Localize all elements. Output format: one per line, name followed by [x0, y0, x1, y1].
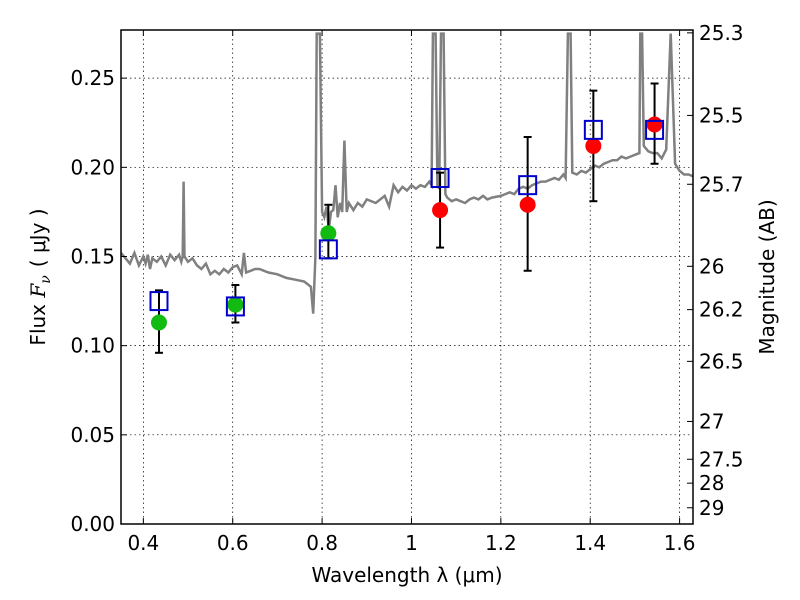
y-tick-label: 0.10: [70, 334, 115, 358]
model-photometry-square: [149, 291, 169, 312]
x-tick-label: 1.2: [485, 531, 517, 555]
nir-data-point: [519, 196, 536, 213]
y-axis-label-right: Magnitude (AB): [755, 199, 779, 354]
right-tick-label: 25.3: [699, 21, 744, 45]
y-tick-label: 0.00: [70, 512, 115, 536]
nir-data-point: [585, 137, 602, 154]
x-tick-label: 0.4: [127, 531, 159, 555]
right-tick-label: 26.2: [699, 298, 744, 322]
optical-data-point: [320, 225, 337, 242]
right-tick-label: 27.5: [699, 447, 744, 471]
y-axis-ticks: 0.00 0.05 0.10 0.15 0.20 0.25: [70, 66, 127, 536]
y-axis-label-units: ( μJy ): [26, 208, 50, 267]
observed-points: [150, 116, 663, 331]
optical-data-point: [150, 314, 167, 331]
x-tick-label: 0.8: [306, 531, 338, 555]
right-tick-label: 29: [699, 496, 724, 520]
model-photometry-square: [645, 119, 665, 140]
x-axis-label: Wavelength λ (μm): [311, 563, 502, 587]
y-tick-label: 0.20: [70, 155, 115, 179]
errorbars: [154, 82, 659, 354]
y-axis-label-prefix: Flux: [26, 298, 50, 346]
model-photometry-square: [225, 296, 245, 317]
right-tick-label: 28: [699, 471, 724, 495]
y-tick-label: 0.25: [70, 66, 115, 90]
right-tick-label: 26.5: [699, 349, 744, 373]
optical-data-point: [227, 296, 244, 313]
y-axis-label-symbol: F: [26, 283, 50, 299]
y-axis-label-left: Flux Fν ( μJy ): [26, 208, 54, 345]
model-photometry-square: [583, 119, 603, 140]
x-tick-label: 1.4: [574, 531, 606, 555]
y-tick-label: 0.05: [70, 423, 115, 447]
model-photometry-square: [430, 168, 450, 189]
x-tick-label: 1.6: [664, 531, 696, 555]
nir-data-point: [432, 202, 449, 219]
right-tick-label: 26: [699, 254, 724, 278]
model-photometry-square: [518, 175, 538, 196]
model-photometry: [149, 119, 665, 317]
y-axis-label-subscript: ν: [38, 275, 54, 284]
model-spectrum-line: [121, 32, 693, 314]
x-tick-label: 0.6: [217, 531, 249, 555]
model-photometry-square: [318, 239, 338, 260]
x-axis-ticks: 0.4 0.6 0.8 1 1.2 1.4 1.6: [127, 30, 696, 555]
nir-data-point: [646, 116, 663, 133]
right-tick-label: 27: [699, 409, 724, 433]
grid: [121, 30, 693, 525]
right-tick-label: 25.7: [699, 172, 744, 196]
y-tick-label: 0.15: [70, 244, 115, 268]
x-tick-label: 1: [405, 531, 418, 555]
model-spectrum-group: [121, 32, 693, 314]
right-tick-label: 25.5: [699, 103, 744, 127]
plot-frame: [120, 29, 694, 525]
